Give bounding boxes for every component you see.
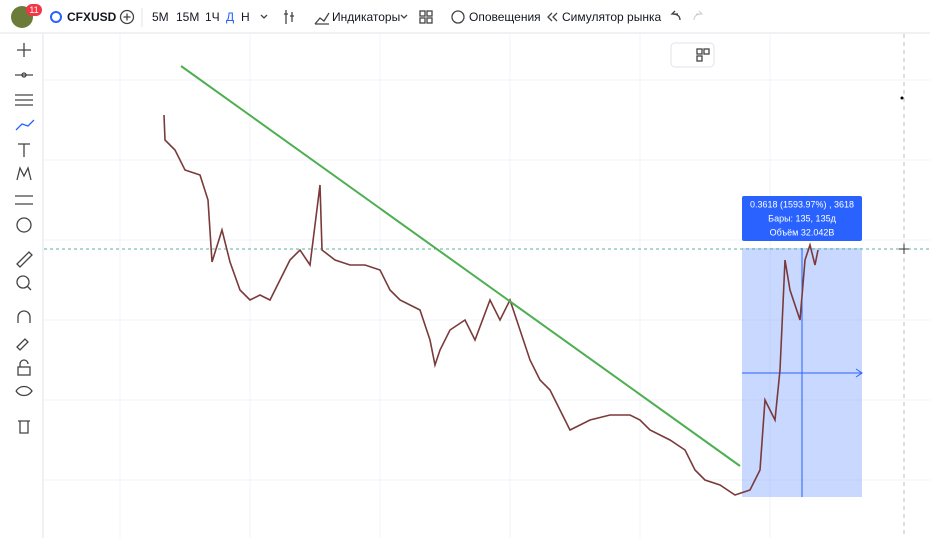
- add-symbol-plus: [123, 13, 131, 21]
- indicators-dropdown[interactable]: [400, 14, 408, 19]
- indicators[interactable]: Индикаторы: [332, 10, 400, 24]
- left-toolbar: [0, 34, 43, 538]
- trend-line[interactable]: [180, 65, 741, 467]
- redo[interactable]: [693, 10, 704, 21]
- price-series: [163, 114, 819, 496]
- alerts-icon: [451, 10, 465, 24]
- measure-arrowhead: [855, 368, 863, 378]
- simulator-icon: [547, 12, 558, 22]
- interval[interactable]: 5М: [152, 10, 169, 24]
- floating-widget[interactable]: [670, 42, 715, 68]
- badge: [26, 4, 42, 16]
- symbol-icon: [50, 11, 62, 23]
- symbol[interactable]: CFXUSD: [67, 10, 117, 24]
- crosshair: [899, 244, 909, 254]
- interval[interactable]: Д: [226, 10, 234, 24]
- dot: [900, 96, 904, 100]
- alerts[interactable]: Оповещения: [469, 10, 541, 24]
- simulator[interactable]: Симулятор рынка: [562, 10, 661, 24]
- drawing-tools[interactable]: [15, 43, 35, 434]
- add-symbol[interactable]: [119, 9, 135, 25]
- widget-icon: [696, 48, 710, 62]
- interval-dropdown[interactable]: [260, 14, 268, 19]
- measure-bars: Бары: 135, 135д: [768, 213, 836, 223]
- measure-change: 0.3618 (1593.97%) , 3618: [750, 199, 854, 209]
- grid: [44, 34, 930, 538]
- measure-volume: Объём 32.042B: [770, 227, 835, 237]
- indicators-icon: [314, 12, 330, 25]
- undo[interactable]: [670, 10, 681, 21]
- top-bar: [0, 0, 930, 33]
- interval[interactable]: Н: [241, 10, 250, 24]
- chart-type[interactable]: [284, 10, 294, 24]
- interval[interactable]: 1Ч: [205, 10, 220, 24]
- measure-tooltip: [742, 196, 862, 241]
- interval[interactable]: 15М: [176, 10, 199, 24]
- layouts[interactable]: [419, 10, 433, 24]
- badge-count: 11: [29, 5, 38, 15]
